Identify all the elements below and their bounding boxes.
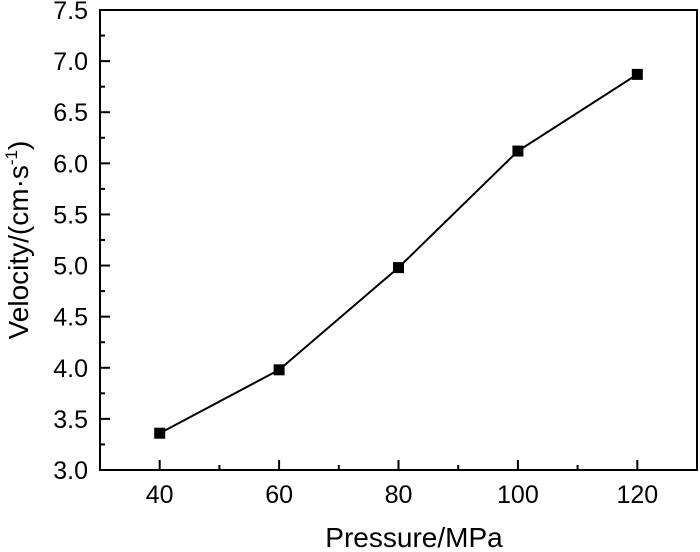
- x-tick-label: 100: [497, 481, 539, 509]
- x-axis-ticks: [158, 460, 639, 470]
- plot-frame: [99, 9, 698, 471]
- data-point: [631, 68, 643, 80]
- x-axis-title: Pressure/MPa: [325, 522, 503, 552]
- x-tick-label: 60: [265, 481, 293, 509]
- series-markers: [154, 68, 643, 439]
- x-tick-label: 40: [146, 481, 174, 509]
- y-tick-label: 5.0: [53, 253, 88, 281]
- y-axis-ticks: [100, 9, 110, 471]
- data-point: [512, 145, 524, 157]
- y-tick-label: 3.5: [53, 406, 88, 434]
- y-tick-label: 6.5: [53, 99, 88, 127]
- y-axis-tick-labels: 3.0 3.5 4.0 4.5 5.0 5.5 6.0 6.5 7.0 7.5: [53, 0, 88, 485]
- y-tick-label: 5.5: [53, 201, 88, 229]
- y-axis-title-main: Velocity/(cm·s: [3, 165, 34, 339]
- y-tick-label: 6.0: [53, 150, 88, 178]
- data-point: [393, 262, 404, 274]
- y-axis-title: Velocity/(cm·s-1): [2, 141, 34, 340]
- x-tick-label: 120: [616, 481, 658, 509]
- y-tick-label: 3.0: [53, 457, 88, 485]
- y-tick-label: 7.5: [53, 0, 88, 25]
- y-axis-title-superscript: -1: [2, 150, 21, 165]
- y-tick-label: 7.0: [53, 48, 88, 76]
- series-lines: [159, 73, 638, 435]
- series-line: [159, 73, 638, 435]
- y-axis-title-suffix: ): [3, 141, 34, 150]
- data-point: [273, 364, 285, 376]
- x-tick-label: 80: [385, 481, 413, 509]
- y-tick-label: 4.5: [53, 304, 88, 332]
- x-axis-tick-labels: 40 60 80 100 120: [146, 481, 658, 509]
- data-point: [154, 427, 166, 439]
- y-tick-label: 4.0: [53, 355, 88, 383]
